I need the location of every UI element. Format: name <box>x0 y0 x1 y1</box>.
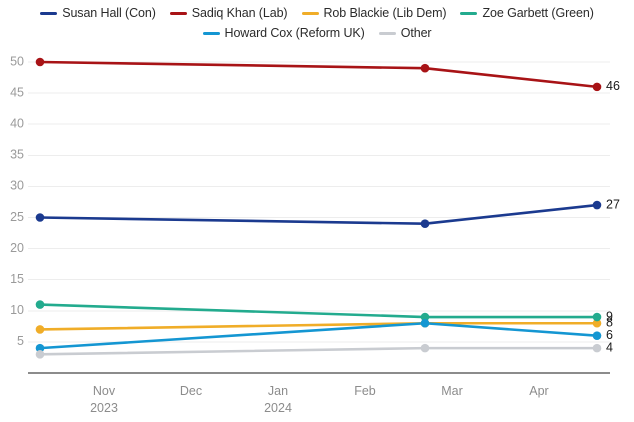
end-value-label: 9 <box>606 309 613 323</box>
y-tick-label: 15 <box>10 272 24 286</box>
end-value-label: 8 <box>606 316 613 330</box>
y-tick-label: 50 <box>10 54 24 68</box>
line-chart-svg: 5 10 15 20 25 30 35 40 45 50 Nov 2023 Dec Jan 2024 Feb… <box>10 54 620 415</box>
series-line-5 <box>38 346 599 356</box>
data-point[interactable] <box>420 318 430 328</box>
x-tick-label-month: Dec <box>180 384 202 398</box>
legend-swatch-rob-blackie <box>301 11 319 15</box>
legend-swatch-zoe-garbett <box>460 11 478 15</box>
x-axis-tick-labels: Nov 2023 Dec Jan 2024 Feb Mar Apr <box>90 384 549 415</box>
x-tick-label-year: 2024 <box>264 401 292 415</box>
legend-item-howard-cox[interactable]: Howard Cox (Reform UK) <box>202 25 365 41</box>
y-tick-label: 20 <box>10 241 24 255</box>
y-tick-label: 5 <box>17 334 24 348</box>
x-tick-label-month: Apr <box>529 384 548 398</box>
data-point[interactable] <box>592 343 602 353</box>
legend-label-howard-cox: Howard Cox (Reform UK) <box>224 26 365 40</box>
legend-item-rob-blackie[interactable]: Rob Blackie (Lib Dem) <box>301 5 447 21</box>
x-tick-label-month: Jan <box>268 384 288 398</box>
y-tick-label: 45 <box>10 85 24 99</box>
series-line-0 <box>38 203 599 226</box>
data-point[interactable] <box>420 219 430 229</box>
x-tick-label-year: 2023 <box>90 401 118 415</box>
data-point[interactable] <box>35 325 45 334</box>
end-value-label: 46 <box>606 79 620 93</box>
data-point[interactable] <box>420 63 430 73</box>
legend-item-other[interactable]: Other <box>378 25 432 41</box>
legend-swatch-susan-hall <box>40 11 58 15</box>
legend-label-zoe-garbett: Zoe Garbett (Green) <box>482 6 594 20</box>
end-value-label: 4 <box>606 340 613 354</box>
gridlines-group <box>28 61 610 343</box>
y-tick-label: 40 <box>10 116 24 130</box>
data-point[interactable] <box>592 318 602 328</box>
data-point[interactable] <box>35 57 45 67</box>
legend-item-zoe-garbett[interactable]: Zoe Garbett (Green) <box>460 5 594 21</box>
plot-area: 5 10 15 20 25 30 35 40 45 50 Nov 2023 Dec Jan 2024 Feb… <box>0 48 634 422</box>
chart-legend: Susan Hall (Con) Sadiq Khan (Lab) Rob Bl… <box>0 0 634 41</box>
series-line-1 <box>38 60 599 89</box>
y-tick-label: 35 <box>10 148 24 162</box>
data-point[interactable] <box>420 343 430 353</box>
data-point[interactable] <box>35 213 45 222</box>
legend-swatch-sadiq-khan <box>169 11 187 15</box>
y-tick-label: 25 <box>10 210 24 224</box>
data-point[interactable] <box>35 300 45 309</box>
data-point[interactable] <box>592 312 602 322</box>
data-point[interactable] <box>35 343 45 353</box>
legend-label-rob-blackie: Rob Blackie (Lib Dem) <box>323 6 447 20</box>
data-point[interactable] <box>592 331 602 340</box>
x-tick-label-month: Nov <box>93 384 116 398</box>
data-point[interactable] <box>592 82 602 92</box>
end-value-label: 6 <box>606 328 613 342</box>
data-point[interactable] <box>35 350 45 359</box>
legend-item-sadiq-khan[interactable]: Sadiq Khan (Lab) <box>169 5 288 21</box>
x-tick-label-month: Feb <box>354 384 376 398</box>
data-point[interactable] <box>592 200 602 210</box>
y-tick-label: 30 <box>10 179 24 193</box>
series-points-group <box>35 57 602 359</box>
legend-swatch-howard-cox <box>202 31 220 35</box>
legend-row-1: Susan Hall (Con) Sadiq Khan (Lab) Rob Bl… <box>0 5 634 21</box>
data-point[interactable] <box>420 312 430 322</box>
legend-row-2: Howard Cox (Reform UK) Other <box>0 25 634 41</box>
end-value-labels-group: 27 46 89 64 <box>606 79 620 354</box>
legend-label-other: Other <box>400 26 432 40</box>
end-value-label: 27 <box>606 197 620 211</box>
x-tick-label-month: Mar <box>441 384 463 398</box>
legend-label-susan-hall: Susan Hall (Con) <box>62 6 156 20</box>
legend-label-sadiq-khan: Sadiq Khan (Lab) <box>191 6 288 20</box>
legend-item-susan-hall[interactable]: Susan Hall (Con) <box>40 5 156 21</box>
y-axis-tick-labels: 5 10 15 20 25 30 35 40 45 50 <box>10 54 24 348</box>
legend-swatch-other <box>378 31 396 35</box>
y-tick-label: 10 <box>10 303 24 317</box>
